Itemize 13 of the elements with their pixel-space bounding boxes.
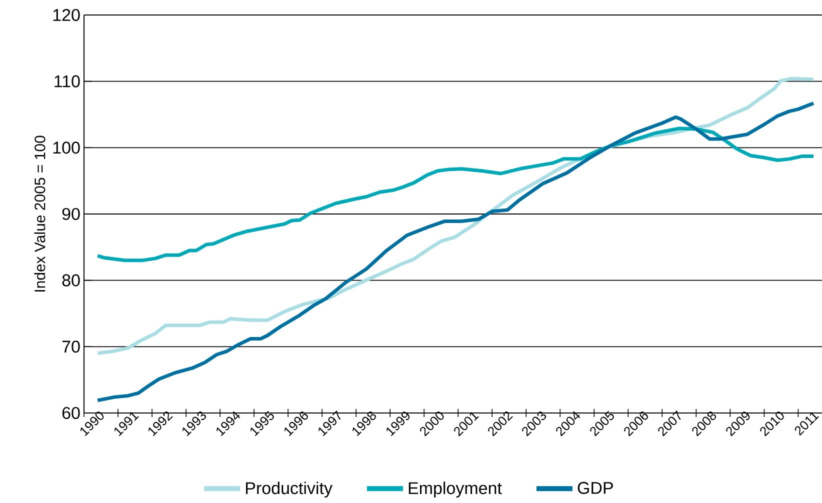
legend-label: Productivity <box>246 482 332 498</box>
line-series <box>96 126 816 262</box>
y-tick-label: 60 <box>62 406 80 420</box>
y-tick-label: 70 <box>62 340 80 353</box>
y-tick-label: 110 <box>54 75 80 88</box>
y-tick-label: 80 <box>62 274 80 286</box>
legend-label: GDP <box>578 482 613 494</box>
line-series <box>96 101 816 402</box>
legend-label: Employment <box>408 482 502 498</box>
y-tick-label: 90 <box>62 208 80 220</box>
y-tick-label: 100 <box>53 142 80 154</box>
y-tick-label: 120 <box>53 8 80 22</box>
y-axis-title: Index Value 2005 = 100 <box>34 136 46 292</box>
